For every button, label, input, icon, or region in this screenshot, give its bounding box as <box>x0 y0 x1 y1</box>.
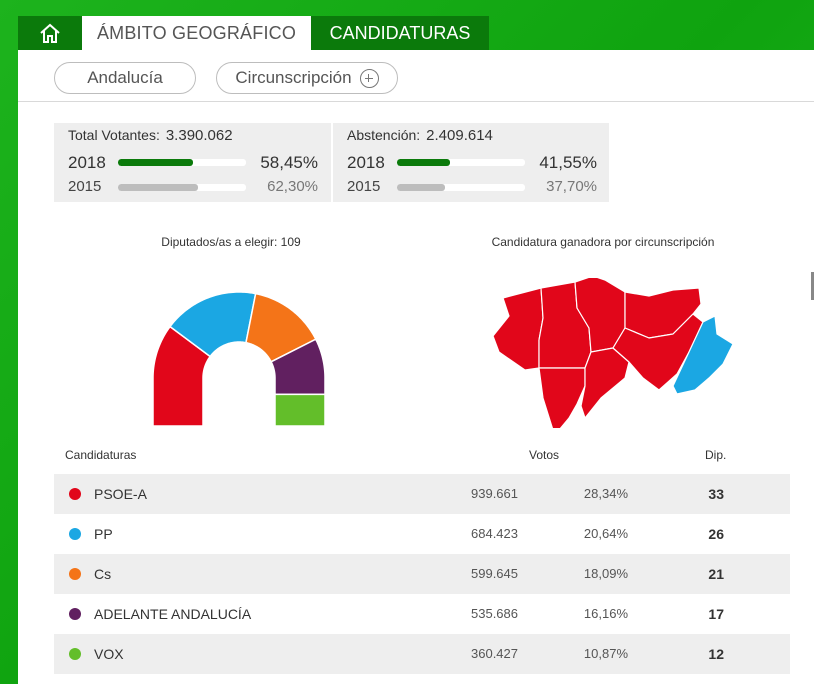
party-votes: 535.686 <box>471 606 518 621</box>
col-dip: Dip. <box>705 448 727 462</box>
abstencion-label: Abstención: <box>347 127 421 143</box>
year-label: 2018 <box>347 153 385 172</box>
col-votos: Votos <box>529 448 560 462</box>
tab-home[interactable] <box>18 16 82 50</box>
progress-bar <box>397 184 525 191</box>
party-seats: 21 <box>708 566 724 582</box>
table-row[interactable]: ADELANTE ANDALUCÍA 535.686 16,16% 17 <box>54 594 790 634</box>
circunscripcion-selector[interactable]: Circunscripción <box>216 62 398 94</box>
party-percent: 10,87% <box>583 646 628 661</box>
abstencion-value: 2.409.614 <box>426 127 493 144</box>
party-color-dot <box>69 528 81 540</box>
year-label: 2015 <box>68 178 102 195</box>
party-color-dot <box>69 648 81 660</box>
votantes-prev-row: 2015 62,30% <box>68 178 318 198</box>
tab-ambito-geografico[interactable]: ÁMBITO GEOGRÁFICO <box>82 16 311 50</box>
filter-bar: Andalucía Circunscripción <box>18 50 814 102</box>
party-color-dot <box>69 568 81 580</box>
party-votes: 939.661 <box>471 486 518 501</box>
hemicycle-segment-vox[interactable] <box>274 393 326 427</box>
votantes-value: 3.390.062 <box>165 127 233 144</box>
percent-value: 62,30% <box>267 178 318 195</box>
progress-bar <box>118 184 246 191</box>
votantes-box: Total Votantes: 3.390.062 2018 58,45% 201… <box>54 123 331 202</box>
year-label: 2015 <box>347 178 381 195</box>
progress-bar <box>397 159 525 166</box>
party-name: PP <box>94 526 113 542</box>
party-color-dot <box>69 608 81 620</box>
tab-candidaturas[interactable]: CANDIDATURAS <box>311 16 489 50</box>
col-candidaturas: Candidaturas <box>65 448 137 462</box>
party-percent: 20,64% <box>583 526 628 541</box>
table-row[interactable]: Cs 599.645 18,09% 21 <box>54 554 790 594</box>
party-seats: 17 <box>708 606 724 622</box>
circunscripcion-label: Circunscripción <box>235 68 352 87</box>
table-row[interactable]: PP 684.423 20,64% 26 <box>54 514 790 554</box>
party-votes: 360.427 <box>471 646 518 661</box>
hemicycle-chart <box>152 291 326 427</box>
region-label: Andalucía <box>87 68 163 87</box>
percent-value: 58,45% <box>260 153 318 172</box>
map-province-malaga[interactable] <box>580 347 630 419</box>
party-name: PSOE-A <box>94 486 147 502</box>
table-header: Candidaturas Votos Dip. <box>54 440 790 474</box>
tab-bar: ÁMBITO GEOGRÁFICO CANDIDATURAS <box>18 16 489 50</box>
votantes-current-row: 2018 58,45% <box>68 153 318 173</box>
party-seats: 12 <box>708 646 724 662</box>
map-title: Candidatura ganadora por circunscripción <box>491 235 715 249</box>
party-name: ADELANTE ANDALUCÍA <box>94 606 252 622</box>
map-province-almeria[interactable] <box>672 315 734 395</box>
party-percent: 28,34% <box>583 486 628 501</box>
table-body: PSOE-A 939.661 28,34% 33 PP 684.423 20,64% 26 Cs… <box>54 474 790 674</box>
party-name: VOX <box>94 646 124 662</box>
table-row[interactable]: VOX 360.427 10,87% 12 <box>54 634 790 674</box>
scrollbar[interactable] <box>811 272 814 300</box>
party-percent: 18,09% <box>583 566 628 581</box>
votantes-label: Total Votantes: <box>68 127 160 143</box>
plus-circle-icon <box>359 68 379 88</box>
party-name: Cs <box>94 566 112 582</box>
year-label: 2018 <box>68 153 106 172</box>
percent-value: 37,70% <box>546 178 597 195</box>
abstencion-current-row: 2018 41,55% <box>347 153 597 173</box>
results-table: Candidaturas Votos Dip. PSOE-A 939.661 28,… <box>54 440 790 674</box>
abstencion-box: Abstención: 2.409.614 2018 41,55% 2015 37… <box>331 123 608 202</box>
party-votes: 684.423 <box>471 526 518 541</box>
map-province-cadiz[interactable] <box>538 367 586 428</box>
region-selector[interactable]: Andalucía <box>54 62 196 94</box>
turnout-stats: Total Votantes: 3.390.062 2018 58,45% 201… <box>54 123 609 202</box>
map-province-huelva[interactable] <box>492 287 544 371</box>
party-color-dot <box>69 488 81 500</box>
main-panel: Andalucía Circunscripción Total Votantes… <box>18 50 814 684</box>
andalucia-map <box>492 278 734 428</box>
party-votes: 599.645 <box>471 566 518 581</box>
hemicycle-title: Diputados/as a elegir: 109 <box>161 235 301 249</box>
progress-bar <box>118 159 246 166</box>
home-icon <box>40 23 60 43</box>
results-widget: ÁMBITO GEOGRÁFICO CANDIDATURAS Andalucía… <box>18 0 814 684</box>
party-seats: 33 <box>708 486 724 502</box>
party-percent: 16,16% <box>583 606 628 621</box>
table-row[interactable]: PSOE-A 939.661 28,34% 33 <box>54 474 790 514</box>
abstencion-prev-row: 2015 37,70% <box>347 178 597 198</box>
party-seats: 26 <box>708 526 724 542</box>
percent-value: 41,55% <box>539 153 597 172</box>
